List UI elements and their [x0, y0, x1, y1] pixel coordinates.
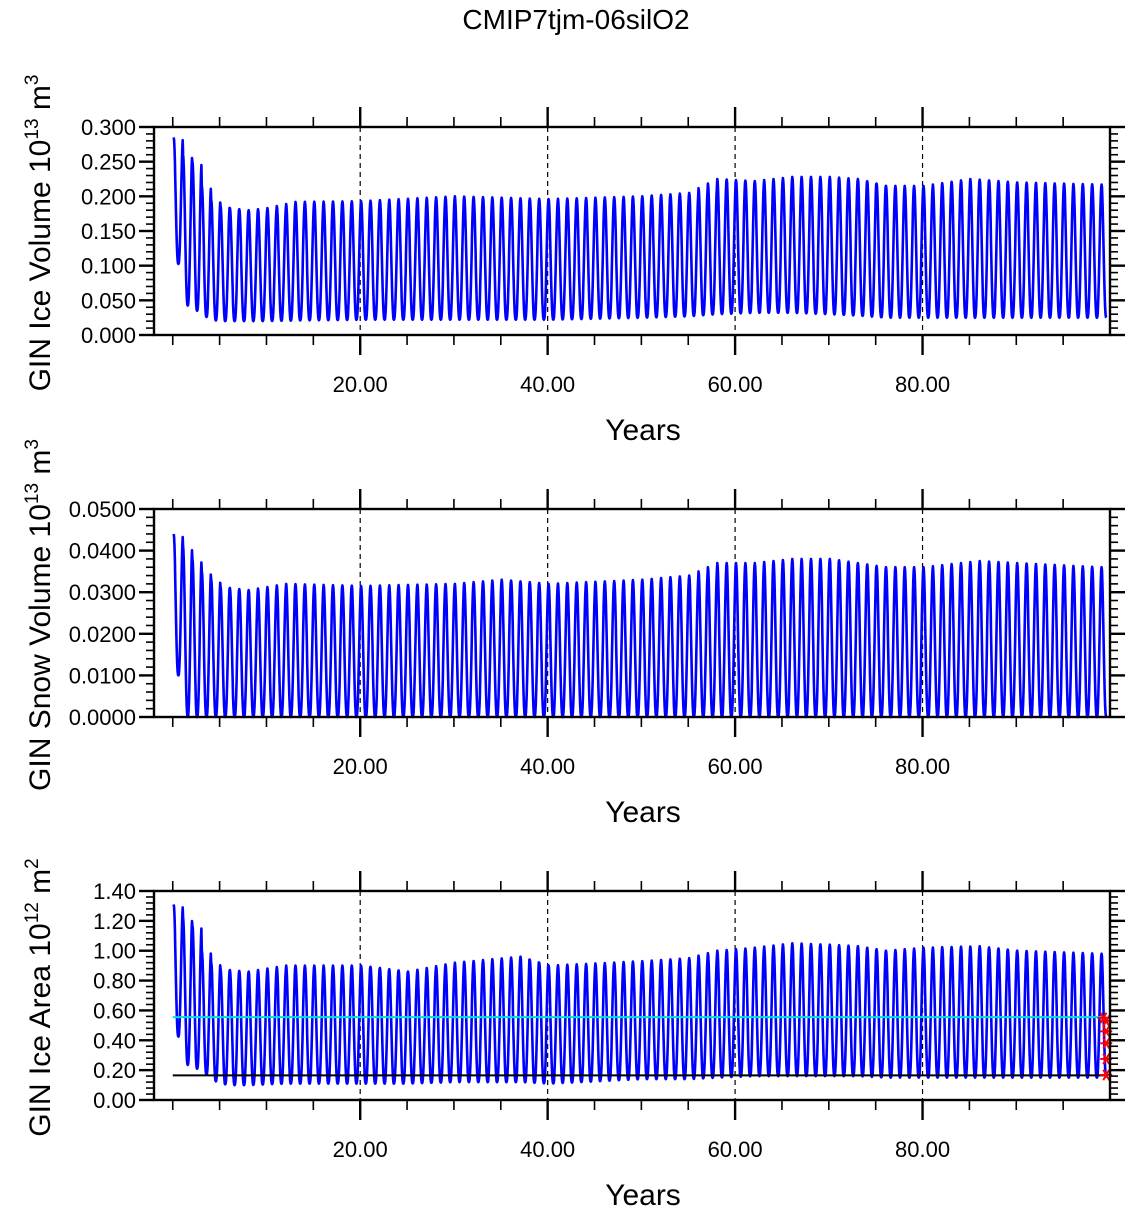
y-tick-label: 1.20 — [93, 909, 136, 934]
x-tick-label: 60.00 — [708, 754, 763, 779]
y-tick-label: 0.0000 — [69, 705, 136, 730]
x-axis-label: Years — [605, 1179, 681, 1211]
y-axis-label-part: 3 — [22, 439, 43, 450]
x-tick-label: 40.00 — [520, 1137, 575, 1162]
y-tick-label: 0.20 — [93, 1058, 136, 1083]
y-tick-label: 0.100 — [81, 254, 136, 279]
y-axis-label-part: 3 — [22, 75, 43, 86]
plot-frame — [152, 889, 1112, 1102]
y-tick-label: 0.60 — [93, 998, 136, 1023]
y-axis-label: GIN Snow Volume 1013 m3 — [22, 439, 57, 791]
figure-title: CMIP7tjm-06silO2 — [462, 4, 689, 35]
y-tick-label: 0.40 — [93, 1028, 136, 1053]
x-tick-label: 60.00 — [708, 1137, 763, 1162]
y-tick-label: 0.0100 — [69, 663, 136, 688]
y-axis-label-part: 2 — [22, 858, 43, 869]
y-tick-label: 0.0200 — [69, 622, 136, 647]
panel-1: 0.000 0.050 0.100 0.150 0.200 0.250 0.300 20.00… — [22, 75, 1125, 447]
y-axis-label-part: 13 — [22, 118, 43, 139]
x-tick-label: 40.00 — [520, 754, 575, 779]
y-tick-label: 0.300 — [81, 115, 136, 140]
series-line — [172, 904, 1108, 1087]
y-tick-label: 0.0400 — [69, 539, 136, 564]
marker-stroke — [1102, 1015, 1111, 1027]
y-tick-label: 0.150 — [81, 219, 136, 244]
x-tick-label: 80.00 — [895, 754, 950, 779]
x-tick-label: 80.00 — [895, 1137, 950, 1162]
y-tick-label: 0.80 — [93, 969, 136, 994]
y-tick-label: 0.000 — [81, 323, 136, 348]
y-tick-label: 0.00 — [93, 1088, 136, 1113]
y-axis-label-part: m — [24, 869, 57, 902]
marker-stroke — [1102, 1053, 1111, 1065]
y-axis-label-part: m — [24, 85, 57, 118]
y-axis-label-part: GIN Snow Volume 10 — [24, 504, 57, 791]
x-tick-label: 40.00 — [520, 372, 575, 397]
y-tick-label: 1.00 — [93, 939, 136, 964]
y-tick-label: 0.0300 — [69, 580, 136, 605]
marker-stroke — [1102, 1025, 1111, 1038]
y-axis-label: GIN Ice Area 1012 m2 — [22, 858, 57, 1137]
y-axis-label-part: GIN Ice Volume 10 — [24, 140, 57, 392]
y-axis-label-part: 12 — [22, 902, 43, 923]
x-tick-label: 20.00 — [333, 372, 388, 397]
panel-3: 0.00 0.20 0.40 0.60 0.80 1.00 1.20 1.40 20.00 40.… — [22, 858, 1125, 1211]
series-line — [172, 533, 1108, 719]
series-line — [172, 137, 1108, 323]
y-tick-label: 0.250 — [81, 150, 136, 175]
y-tick-label: 0.0500 — [69, 497, 136, 522]
y-tick-label: 0.050 — [81, 288, 136, 313]
y-tick-label: 1.40 — [93, 879, 136, 904]
y-axis-label: GIN Ice Volume 1013 m3 — [22, 75, 57, 392]
x-tick-label: 80.00 — [895, 372, 950, 397]
x-tick-label: 20.00 — [333, 1137, 388, 1162]
marker-stroke — [1102, 1069, 1111, 1081]
y-axis-label-part: GIN Ice Area 10 — [24, 923, 57, 1136]
y-axis-label-part: m — [24, 450, 57, 483]
x-tick-label: 60.00 — [708, 372, 763, 397]
x-axis-label: Years — [605, 796, 681, 829]
x-tick-label: 20.00 — [333, 754, 388, 779]
x-axis-label: Years — [605, 414, 681, 447]
y-axis-label-part: 13 — [22, 483, 43, 504]
panel-2: 0.0000 0.0100 0.0200 0.0300 0.0400 0.0500 20.0… — [22, 439, 1125, 829]
marker-stroke — [1102, 1037, 1111, 1049]
plot-frame — [152, 507, 1112, 719]
y-tick-label: 0.200 — [81, 184, 136, 209]
